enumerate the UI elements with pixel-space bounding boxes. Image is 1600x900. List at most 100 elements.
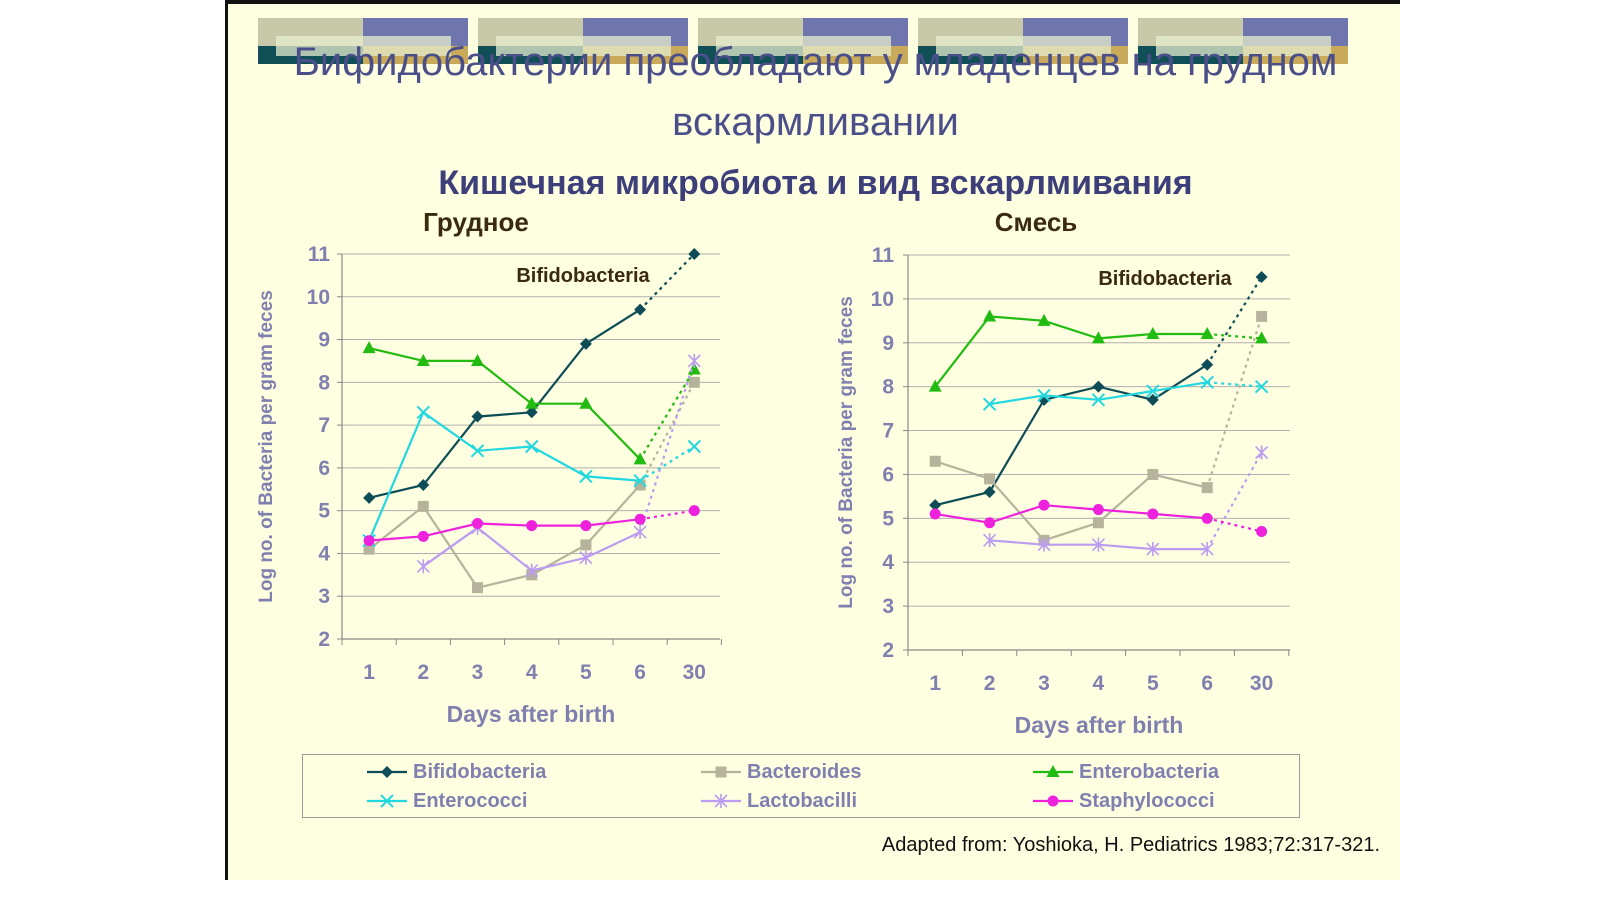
legend-swatch [701,794,741,808]
data-point [1146,327,1160,339]
data-point [470,444,485,458]
data-point [1201,358,1214,371]
data-point [417,479,430,491]
y-axis-title: Log no. of Bacteria per gram feces [836,296,857,609]
data-point [1147,508,1159,520]
data-point [1091,331,1105,344]
data-point [633,474,647,488]
data-point [1255,270,1268,283]
legend-label: Bifidobacteria [413,760,547,783]
data-point [363,491,376,504]
data-point [1200,375,1214,389]
y-tick-label: 3 [318,585,330,608]
y-tick-label: 8 [882,376,894,399]
legend-marker [380,794,394,808]
slide: Бифидобактерии преобладают у младенцев н… [225,0,1400,880]
x-tick-label: 2 [417,661,429,684]
legend-marker [715,766,727,778]
x-tick-label: 3 [472,661,484,684]
x-tick-label: 1 [929,672,941,695]
series-staphylococci [929,499,1268,537]
data-point [1146,384,1160,398]
slide-subtitle: Кишечная микробиота и вид вскарлмивания [438,164,1193,202]
legend-swatch [1033,795,1073,807]
y-tick-label: 9 [318,329,330,352]
data-point [633,525,647,540]
series-line-dotted [639,509,695,521]
data-point [416,353,430,366]
data-point [928,379,942,392]
series-enterococci [982,375,1269,411]
y-tick-label: 11 [308,243,331,266]
y-tick-label: 6 [318,457,330,480]
series-line [368,484,641,589]
data-point [472,582,483,594]
data-point [1037,537,1051,552]
annotation-label: Bifidobacteria [1098,268,1232,290]
x-tick-label: 6 [634,661,646,684]
legend-label: Staphylococci [1079,789,1215,812]
y-tick-label: 5 [318,500,330,523]
y-tick-label: 6 [882,463,894,486]
data-point [983,309,997,322]
series-staphylococci [363,505,700,547]
series-line [934,315,1208,388]
legend-swatch [367,794,407,808]
x-tick-label: 1 [363,661,375,684]
data-point [634,479,646,491]
data-point [416,559,430,574]
data-point [580,539,592,551]
data-point [633,452,647,465]
y-tick-label: 8 [318,371,330,394]
data-point [1146,393,1159,406]
legend-label: Enterococci [413,789,528,812]
legend-swatch [701,766,741,778]
y-tick-label: 7 [318,414,330,437]
series-line [934,460,1208,542]
legend-label: Enterobacteria [1079,760,1220,783]
chart-title: Грудное [423,207,529,237]
legend-item-lactobacilli: Lactobacilli [699,788,857,814]
data-point [471,410,484,423]
y-tick-label: 4 [318,542,330,565]
data-point [1200,327,1214,339]
data-point [688,505,700,517]
data-point [579,396,593,409]
decoration-block [698,18,908,64]
x-tick-label: 30 [683,661,706,684]
legend-label: Bacteroides [747,760,862,783]
data-point [1091,537,1105,552]
data-point [984,517,996,529]
data-point [929,499,942,512]
x-tick-label: 3 [1038,672,1050,695]
decoration-block [258,18,468,64]
x-tick-label: 4 [1093,672,1105,695]
x-tick-label: 5 [1147,672,1159,695]
data-point [525,396,539,409]
header-decoration [258,18,1388,64]
data-point [929,455,941,467]
legend-swatch [367,766,407,778]
series-line-dotted [1206,451,1263,550]
data-point [1147,468,1159,480]
data-point [1256,310,1268,322]
x-tick-label: 30 [1250,672,1273,695]
data-point [1091,393,1106,407]
data-point [634,303,647,316]
data-point [1037,313,1051,326]
citation: Adapted from: Yoshioka, H. Pediatrics 19… [881,834,1380,856]
data-point [688,248,701,260]
series-line-dotted [1206,316,1263,488]
data-point [524,439,539,454]
data-point [1256,526,1268,537]
y-tick-label: 10 [307,286,330,309]
data-point [579,550,593,565]
data-point [983,486,996,498]
legend-item-enterobacteria: Enterobacteria [1031,759,1219,785]
series-bifidobacteria [929,270,1268,512]
x-tick-label: 2 [984,672,996,695]
data-point [416,405,431,419]
data-point [1146,542,1160,557]
